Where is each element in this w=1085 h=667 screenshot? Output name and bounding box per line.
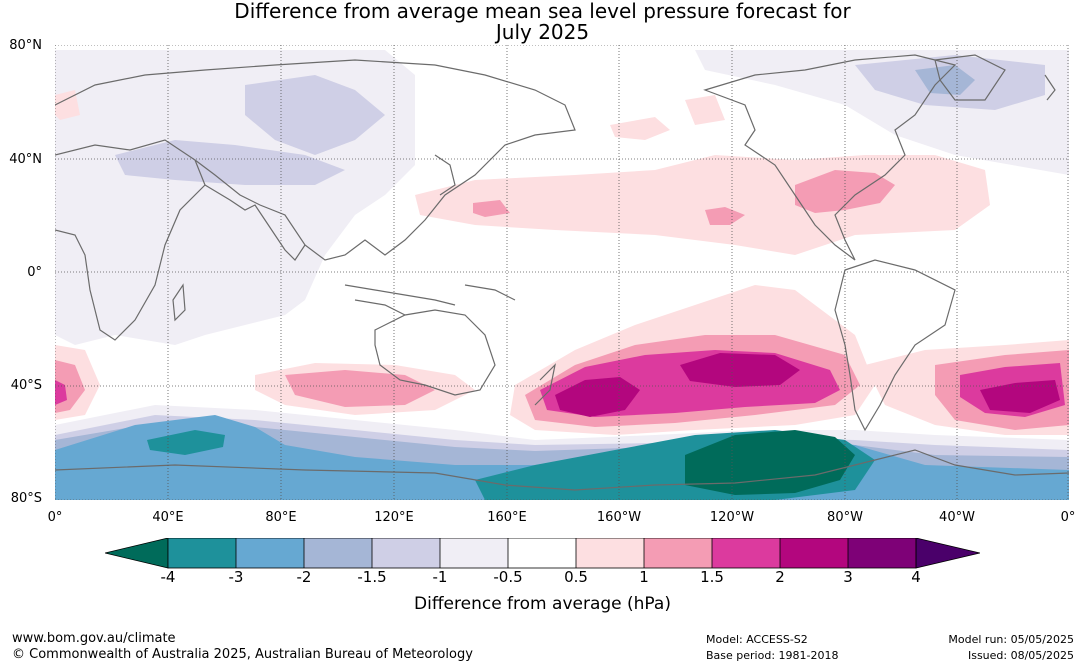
- colorbar-tick: -2: [296, 568, 312, 586]
- pressure-anomaly-map: [54, 44, 1070, 501]
- colorbar-bin: [304, 538, 372, 568]
- anomaly-south-negative-6: [685, 430, 855, 495]
- lon-label-0-left: 0°: [47, 510, 63, 525]
- colorbar-bin: [576, 538, 644, 568]
- colorbar-arrow-right: [915, 537, 981, 569]
- base-period: Base period: 1981-2018: [706, 649, 839, 662]
- lat-label-80n: 80°N: [9, 38, 42, 53]
- lat-label-equator: 0°: [27, 265, 42, 280]
- colorbar-tick: 3: [843, 568, 853, 586]
- colorbar-bin: [848, 538, 916, 568]
- graticule: [54, 44, 1069, 501]
- lon-label-40w: 40°W: [939, 510, 975, 525]
- anomaly-north-negative-2: [115, 55, 1045, 185]
- lon-label-80w: 80°W: [827, 510, 863, 525]
- issued-date: Issued: 08/05/2025: [967, 649, 1074, 662]
- colorbar-tick: 0.5: [564, 568, 588, 586]
- colorbar-bin: [644, 538, 712, 568]
- colorbar-tick: 1.5: [700, 568, 724, 586]
- colorbar-bin: [508, 538, 576, 568]
- lon-label-160w: 160°W: [596, 510, 642, 525]
- colorbar-tick: -3: [228, 568, 244, 586]
- lon-label-40e: 40°E: [152, 510, 184, 525]
- colorbar-tick: -1: [432, 568, 448, 586]
- colorbar-tick: 4: [911, 568, 921, 586]
- anomaly-north-negative-3: [915, 65, 975, 95]
- colorbar-label: Difference from average (hPa): [414, 594, 671, 614]
- colorbar-tick: 1: [639, 568, 649, 586]
- colorbar-bin: [780, 538, 848, 568]
- lat-label-40s: 40°S: [10, 378, 42, 393]
- colorbar-bin: [236, 538, 304, 568]
- colorbar-tick: -1.5: [357, 568, 387, 586]
- lon-label-0-right: 0°: [1060, 510, 1076, 525]
- colorbar-bin: [712, 538, 780, 568]
- colorbar-arrow-left: [104, 537, 169, 569]
- colorbar-bin: [440, 538, 508, 568]
- copyright-text: © Commonwealth of Australia 2025, Austra…: [12, 647, 473, 662]
- lon-label-80e: 80°E: [265, 510, 297, 525]
- anomaly-north-positive-2: [473, 170, 895, 225]
- lat-label-40n: 40°N: [9, 152, 42, 167]
- model-name: Model: ACCESS-S2: [706, 633, 808, 646]
- colorbar: [104, 537, 981, 572]
- colorbar-tick: -4: [160, 568, 176, 586]
- lon-label-120e: 120°E: [374, 510, 414, 525]
- colorbar-tick: 2: [775, 568, 785, 586]
- map-title-line1: Difference from average mean sea level p…: [234, 0, 851, 23]
- model-run-date: Model run: 05/05/2025: [948, 633, 1074, 646]
- lat-label-80s: 80°S: [10, 491, 42, 506]
- lon-label-120w: 120°W: [709, 510, 755, 525]
- colorbar-tick: -0.5: [493, 568, 523, 586]
- colorbar-bin: [168, 538, 236, 568]
- colorbar-bin: [372, 538, 440, 568]
- coastlines: [54, 54, 1070, 491]
- lon-label-160e: 160°E: [487, 510, 527, 525]
- website-link[interactable]: www.bom.gov.au/climate: [12, 631, 176, 646]
- anomaly-south-positive-4: [555, 353, 1060, 417]
- map-title-line2: July 2025: [495, 20, 590, 44]
